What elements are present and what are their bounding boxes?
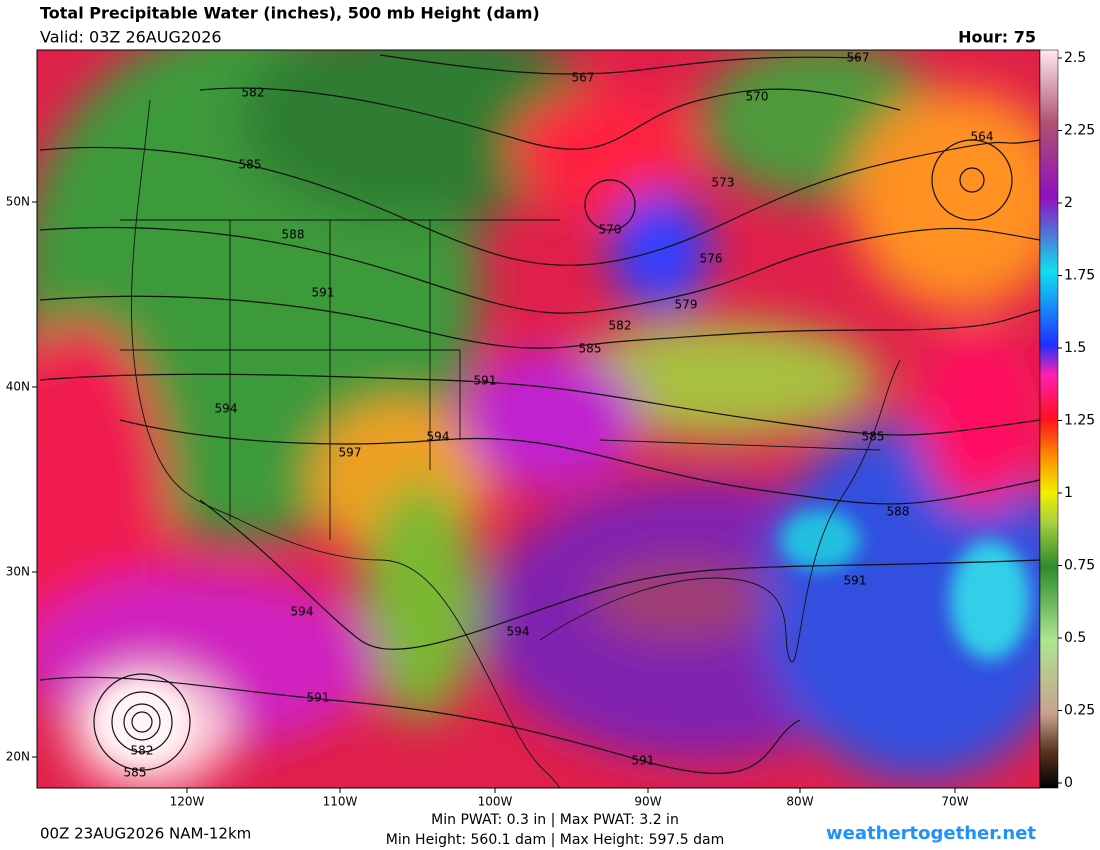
valid-time: Valid: 03Z 26AUG2026 bbox=[40, 28, 222, 47]
colorbar-tick-label: 1.75 bbox=[1064, 268, 1095, 284]
contour-label: 585 bbox=[124, 766, 147, 780]
lat-label: 50N bbox=[6, 195, 30, 209]
colorbar-tick-label: 1.25 bbox=[1064, 413, 1095, 429]
contour-label: 582 bbox=[242, 86, 265, 100]
contour-label: 579 bbox=[675, 298, 698, 312]
contour-label: 567 bbox=[572, 71, 595, 85]
contour-label: 576 bbox=[700, 252, 723, 266]
contour-label: 594 bbox=[215, 402, 238, 416]
colorbar-tick-label: 0 bbox=[1064, 775, 1073, 791]
lon-label: 90W bbox=[634, 795, 661, 809]
contour-label: 582 bbox=[131, 744, 154, 758]
lon-label: 120W bbox=[170, 795, 205, 809]
colorbar bbox=[1039, 49, 1059, 789]
contour-label: 597 bbox=[339, 446, 362, 460]
colorbar-tick-label: 1.5 bbox=[1064, 340, 1086, 356]
colorbar-tick-label: 0.5 bbox=[1064, 630, 1086, 646]
boundaries bbox=[120, 99, 901, 788]
contour-label: 582 bbox=[609, 319, 632, 333]
contour-label: 585 bbox=[862, 430, 885, 444]
lat-label: 40N bbox=[6, 380, 30, 394]
contour-label: 585 bbox=[579, 342, 602, 356]
contour-label: 591 bbox=[307, 691, 330, 705]
map-field bbox=[37, 50, 1040, 788]
height-contours bbox=[39, 54, 1040, 775]
contour-label: 591 bbox=[844, 574, 867, 588]
contour-label: 567 bbox=[847, 51, 870, 65]
contour-label: 591 bbox=[474, 374, 497, 388]
contour-label: 591 bbox=[632, 754, 655, 768]
contour-label: 573 bbox=[712, 176, 735, 190]
contour-label: 594 bbox=[291, 605, 314, 619]
colorbar-tick-label: 2 bbox=[1064, 195, 1073, 211]
contour-label: 594 bbox=[507, 625, 530, 639]
colorbar-tick-label: 2.25 bbox=[1064, 123, 1095, 139]
contour-label: 570 bbox=[746, 90, 769, 104]
pwat-stats: Min PWAT: 0.3 in | Max PWAT: 3.2 in bbox=[431, 812, 679, 828]
contour-label: 585 bbox=[239, 158, 262, 172]
model-run: 00Z 23AUG2026 NAM-12km bbox=[40, 825, 251, 843]
colorbar-tick-label: 0.25 bbox=[1064, 703, 1095, 719]
contour-label: 564 bbox=[971, 130, 994, 144]
contour-label: 570 bbox=[599, 223, 622, 237]
height-stats: Min Height: 560.1 dam | Max Height: 597.… bbox=[386, 832, 724, 848]
lat-label: 30N bbox=[6, 565, 30, 579]
lon-label: 110W bbox=[323, 795, 358, 809]
contour-label: 588 bbox=[282, 228, 305, 242]
colorbar-tick-label: 0.75 bbox=[1064, 558, 1095, 574]
contour-label: 594 bbox=[427, 430, 450, 444]
title: Total Precipitable Water (inches), 500 m… bbox=[40, 4, 540, 23]
colorbar-tick-label: 2.5 bbox=[1064, 50, 1086, 66]
lon-label: 80W bbox=[786, 795, 813, 809]
lon-label: 70W bbox=[941, 795, 968, 809]
colorbar-tick-label: 1 bbox=[1064, 485, 1073, 501]
contour-label: 588 bbox=[887, 505, 910, 519]
lat-label: 20N bbox=[6, 750, 30, 764]
lon-label: 100W bbox=[478, 795, 513, 809]
forecast-hour: Hour: 75 bbox=[958, 28, 1036, 47]
site-credit: weathertogether.net bbox=[826, 823, 1036, 844]
contour-label: 591 bbox=[312, 286, 335, 300]
